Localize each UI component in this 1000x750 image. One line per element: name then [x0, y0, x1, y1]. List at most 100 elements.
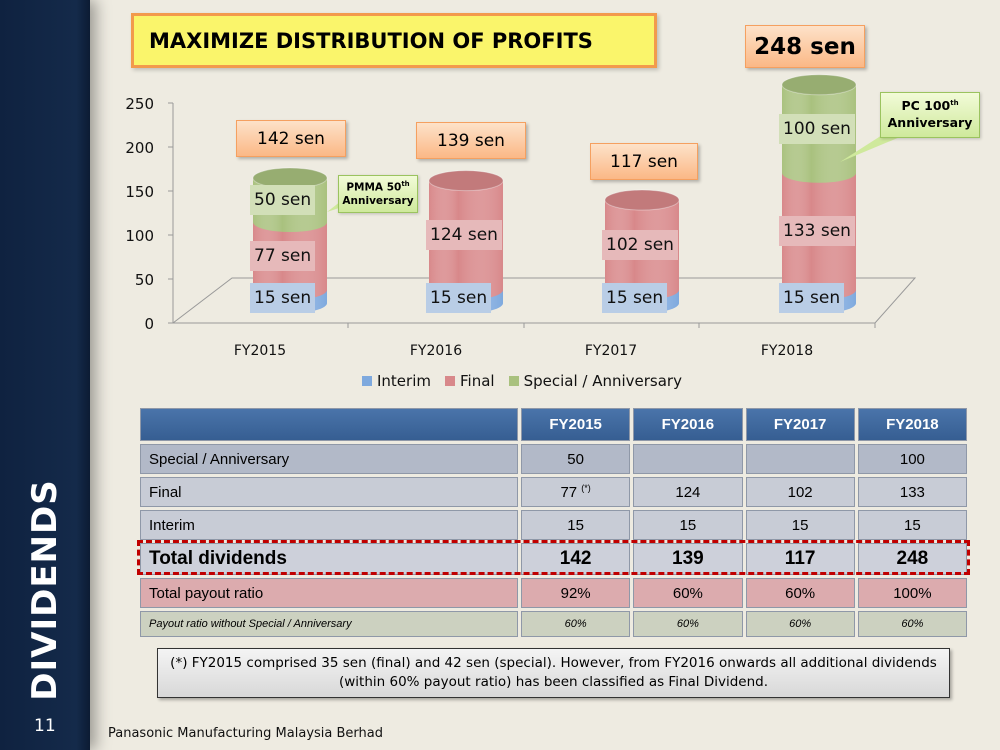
- legend-swatch: [445, 376, 455, 386]
- callout-line: PMMA 50th: [339, 180, 417, 195]
- cell: 117: [745, 543, 855, 575]
- total-label: 139 sen: [416, 122, 526, 159]
- cylinder-top-shade: [605, 190, 679, 211]
- cell: 50: [521, 444, 631, 474]
- table-row-special: Special / Anniversary 50 100: [140, 444, 967, 474]
- legend-swatch: [508, 376, 519, 386]
- callout-text: Anniversary: [887, 115, 973, 130]
- total-label: 142 sen: [236, 120, 346, 157]
- row-label: Final: [140, 477, 518, 507]
- callout-text: PC 100: [901, 98, 951, 114]
- cell: 60%: [745, 611, 855, 637]
- cell: 60%: [633, 578, 743, 608]
- cell: 133: [857, 477, 967, 507]
- callout-text: PMMA 50: [346, 181, 402, 194]
- row-label: Special / Anniversary: [140, 444, 518, 474]
- footnote-mark: (*): [581, 483, 591, 493]
- cell: [633, 444, 743, 474]
- table-row-total: Total dividends 142 139 117 248: [140, 543, 967, 575]
- y-tick-label: 100: [125, 227, 154, 245]
- callout-text: Anniversary: [342, 195, 414, 208]
- segment-label: 15 sen: [426, 283, 492, 314]
- section-title: DIVIDENDS: [25, 479, 65, 701]
- cell: 15: [857, 510, 967, 540]
- cell: 100%: [857, 578, 967, 608]
- slide-number: 11: [34, 716, 56, 736]
- cylinder-top: [781, 74, 857, 96]
- segment-label: 124 sen: [426, 220, 502, 251]
- cell: 15: [745, 510, 855, 540]
- cell: 60%: [857, 611, 967, 637]
- x-tick-label: FY2015: [234, 343, 286, 359]
- dividend-table: FY2015 FY2016 FY2017 FY2018 Special / An…: [137, 405, 970, 640]
- header-fy2018: FY2018: [857, 408, 967, 441]
- header-fy2017: FY2017: [745, 408, 855, 441]
- callout-sup: th: [401, 179, 410, 188]
- sidebar: DIVIDENDS 11: [0, 0, 90, 750]
- cylinder-top: [604, 189, 680, 211]
- segment-label: 102 sen: [602, 229, 678, 260]
- cell: 92%: [521, 578, 631, 608]
- company-footer: Panasonic Manufacturing Malaysia Berhad: [108, 726, 383, 741]
- row-label: Total dividends: [140, 543, 518, 575]
- segment-label: 133 sen: [779, 216, 855, 247]
- cell: 124: [633, 477, 743, 507]
- segment-label: 15 sen: [779, 283, 845, 314]
- chart-legend: Interim Final Special / Anniversary: [362, 372, 682, 390]
- cylinder-top-shade: [782, 74, 856, 95]
- table-header-row: FY2015 FY2016 FY2017 FY2018: [140, 408, 967, 441]
- row-label: Interim: [140, 510, 518, 540]
- header-fy2015: FY2015: [521, 408, 631, 441]
- segment-label: 50 sen: [250, 185, 316, 216]
- table-row-payout-without-special: Payout ratio without Special / Anniversa…: [140, 611, 967, 637]
- x-tick-label: FY2017: [585, 343, 637, 359]
- legend-label: Interim: [377, 372, 431, 390]
- legend-item: Final: [445, 372, 495, 390]
- segment-label: 77 sen: [250, 240, 316, 271]
- annotation-callout: PC 100th Anniversary: [880, 92, 980, 138]
- y-tick-label: 250: [125, 95, 154, 113]
- total-label: 248 sen: [745, 25, 865, 68]
- x-tick-label: FY2016: [410, 343, 462, 359]
- legend-label: Special / Anniversary: [523, 372, 682, 390]
- annotation-callout: PMMA 50th Anniversary: [338, 175, 418, 213]
- y-tick-label: 0: [144, 315, 154, 333]
- cell: 142: [521, 543, 631, 575]
- cell: 100: [857, 444, 967, 474]
- chart-floor: [172, 277, 917, 324]
- cell: 139: [633, 543, 743, 575]
- table-row-final: Final 77 (*) 124 102 133: [140, 477, 967, 507]
- cell: 60%: [745, 578, 855, 608]
- cell: 248: [857, 543, 967, 575]
- y-tick-label: 150: [125, 183, 154, 201]
- segment-label: 100 sen: [779, 113, 855, 144]
- table-row-payout: Total payout ratio 92% 60% 60% 100%: [140, 578, 967, 608]
- footnote: (*) FY2015 comprised 35 sen (final) and …: [157, 648, 950, 698]
- callout-sup: th: [950, 98, 959, 107]
- cell: 77 (*): [521, 477, 631, 507]
- y-tick-label: 50: [135, 271, 154, 289]
- legend-swatch: [362, 376, 372, 386]
- legend-label: Final: [460, 372, 495, 390]
- legend-item: Interim: [362, 372, 431, 390]
- cylinder-top-shade: [429, 170, 503, 191]
- cell: 102: [745, 477, 855, 507]
- header-blank: [140, 408, 518, 441]
- callout-line: PC 100th: [881, 98, 979, 115]
- segment-label: 15 sen: [250, 283, 316, 314]
- y-tick-label: 200: [125, 139, 154, 157]
- segment-label: 15 sen: [602, 283, 668, 314]
- cell: 15: [521, 510, 631, 540]
- row-label: Total payout ratio: [140, 578, 518, 608]
- header-fy2016: FY2016: [633, 408, 743, 441]
- cylinder-top: [428, 170, 504, 192]
- total-label: 117 sen: [590, 143, 698, 180]
- cell: 60%: [633, 611, 743, 637]
- x-tick-label: FY2018: [761, 343, 813, 359]
- row-label: Payout ratio without Special / Anniversa…: [140, 611, 518, 637]
- callout-pointer: [840, 130, 900, 162]
- table-row-interim: Interim 15 15 15 15: [140, 510, 967, 540]
- cell: [745, 444, 855, 474]
- cell-value: 77: [560, 484, 578, 501]
- slide-title: MAXIMIZE DISTRIBUTION OF PROFITS: [131, 13, 657, 68]
